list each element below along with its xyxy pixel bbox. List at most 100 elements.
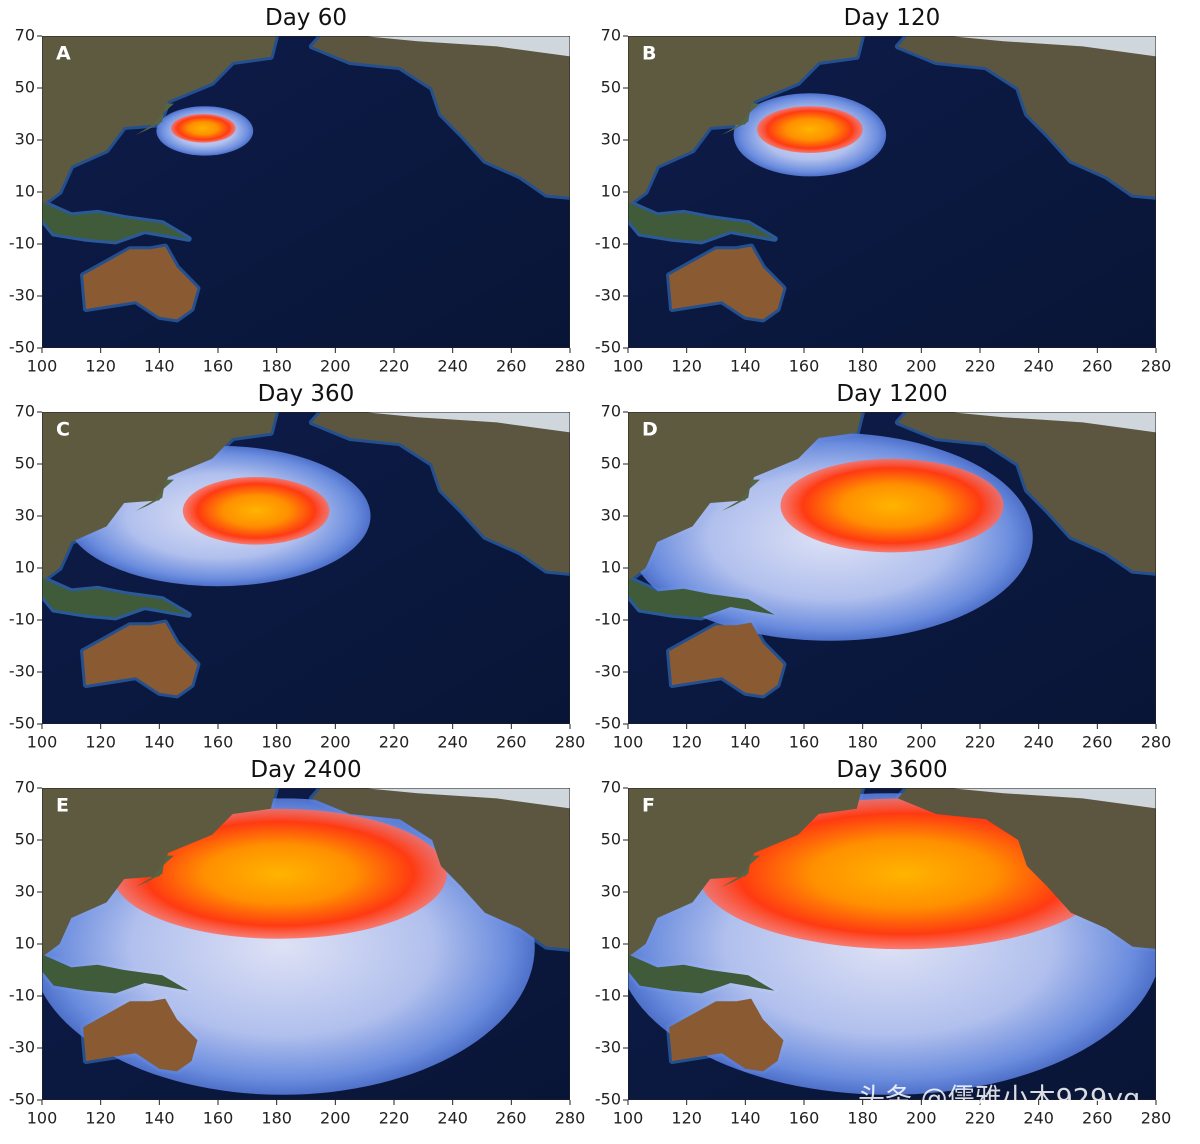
map-area <box>42 412 570 724</box>
land <box>628 578 775 618</box>
panel-title: Day 360 <box>258 381 355 407</box>
y-tick-label: 30 <box>15 882 35 901</box>
x-tick-label: 120 <box>671 1109 702 1128</box>
y-tick-label: 70 <box>601 26 621 45</box>
plume-core <box>698 798 1110 950</box>
x-tick-label: 240 <box>437 357 468 376</box>
x-tick-label: 240 <box>1023 357 1054 376</box>
x-tick-label: 180 <box>847 733 878 752</box>
x-tick-label: 180 <box>847 1109 878 1128</box>
watermark: 头条 @儒雅小木929yq <box>858 1084 1140 1115</box>
x-tick-label: 100 <box>613 357 644 376</box>
y-tick-label: -50 <box>595 1090 621 1109</box>
y-tick-label: 30 <box>15 506 35 525</box>
x-tick-label: 120 <box>85 733 116 752</box>
map-area <box>42 36 570 348</box>
y-tick-label: -30 <box>9 662 35 681</box>
y-tick-label: 70 <box>601 778 621 797</box>
x-tick-label: 260 <box>1082 357 1113 376</box>
y-tick-label: 70 <box>601 402 621 421</box>
y-tick-label: 70 <box>15 26 35 45</box>
y-tick-label: -30 <box>595 662 621 681</box>
x-tick-label: 180 <box>261 1109 292 1128</box>
plume-core <box>171 114 236 143</box>
y-tick-label: 70 <box>15 402 35 421</box>
x-tick-label: 120 <box>85 357 116 376</box>
x-tick-label: 140 <box>144 357 175 376</box>
y-tick-label: -50 <box>9 338 35 357</box>
y-tick-label: 10 <box>15 182 35 201</box>
x-tick-label: 160 <box>789 733 820 752</box>
x-tick-label: 200 <box>320 733 351 752</box>
x-tick-label: 140 <box>730 1109 761 1128</box>
land <box>669 998 784 1072</box>
x-tick-label: 140 <box>144 733 175 752</box>
land <box>83 622 198 696</box>
plume-core <box>182 477 330 545</box>
x-tick-label: 160 <box>789 1109 820 1128</box>
x-tick-label: 280 <box>1141 357 1172 376</box>
map-panel: Day 60 A 100 120 140 160 180 200 220 240 260 280 -50… <box>9 5 585 376</box>
y-tick-label: -30 <box>9 1038 35 1057</box>
map-area <box>628 36 1156 348</box>
map-area <box>42 788 570 1100</box>
x-tick-label: 260 <box>1082 733 1113 752</box>
x-tick-label: 120 <box>85 1109 116 1128</box>
x-tick-label: 200 <box>320 1109 351 1128</box>
land <box>311 412 570 573</box>
x-tick-label: 220 <box>379 357 410 376</box>
land <box>669 622 784 696</box>
y-tick-label: -50 <box>595 714 621 733</box>
panel-title: Day 3600 <box>836 757 947 783</box>
x-tick-label: 200 <box>906 357 937 376</box>
plume-core <box>757 106 863 153</box>
x-tick-label: 220 <box>379 733 410 752</box>
x-tick-label: 160 <box>203 357 234 376</box>
x-tick-label: 140 <box>144 1109 175 1128</box>
map-panel: Day 2400 E 100 120 140 160 180 200 220 240 260 280 -… <box>9 757 585 1128</box>
y-tick-label: -30 <box>9 286 35 305</box>
map-area <box>628 412 1156 724</box>
x-tick-label: 160 <box>789 357 820 376</box>
x-tick-label: 200 <box>906 733 937 752</box>
y-tick-label: -10 <box>595 986 621 1005</box>
x-tick-label: 280 <box>555 1109 586 1128</box>
y-tick-label: 30 <box>601 130 621 149</box>
x-tick-label: 160 <box>203 733 234 752</box>
x-tick-label: 200 <box>906 1109 937 1128</box>
plume-core <box>780 458 1004 553</box>
x-tick-label: 260 <box>496 1109 527 1128</box>
x-tick-label: 240 <box>437 733 468 752</box>
panel-label: C <box>56 419 70 441</box>
x-tick-label: 100 <box>27 1109 58 1128</box>
x-tick-label: 100 <box>27 733 58 752</box>
y-tick-label: 30 <box>601 882 621 901</box>
land <box>628 202 775 242</box>
y-tick-label: 10 <box>15 558 35 577</box>
x-tick-label: 100 <box>613 1109 644 1128</box>
y-tick-label: 50 <box>15 78 35 97</box>
y-tick-label: 50 <box>601 454 621 473</box>
land <box>362 412 570 433</box>
x-tick-label: 140 <box>730 733 761 752</box>
map-area <box>628 788 1156 1100</box>
land <box>948 412 1156 433</box>
land <box>716 855 760 890</box>
x-tick-label: 160 <box>203 1109 234 1128</box>
x-tick-label: 220 <box>965 733 996 752</box>
land <box>130 103 174 138</box>
map-panel: Day 3600 F 100 120 140 160 180 200 220 240 260 280 -… <box>595 757 1171 1128</box>
panel-title: Day 120 <box>844 5 941 31</box>
x-tick-label: 220 <box>965 1109 996 1128</box>
y-tick-label: 70 <box>15 778 35 797</box>
x-tick-label: 240 <box>1023 733 1054 752</box>
x-tick-label: 280 <box>1141 733 1172 752</box>
y-tick-label: 30 <box>15 130 35 149</box>
land <box>42 202 189 242</box>
land <box>42 578 189 618</box>
land <box>362 788 570 809</box>
y-tick-label: 10 <box>601 182 621 201</box>
x-tick-label: 240 <box>1023 1109 1054 1128</box>
